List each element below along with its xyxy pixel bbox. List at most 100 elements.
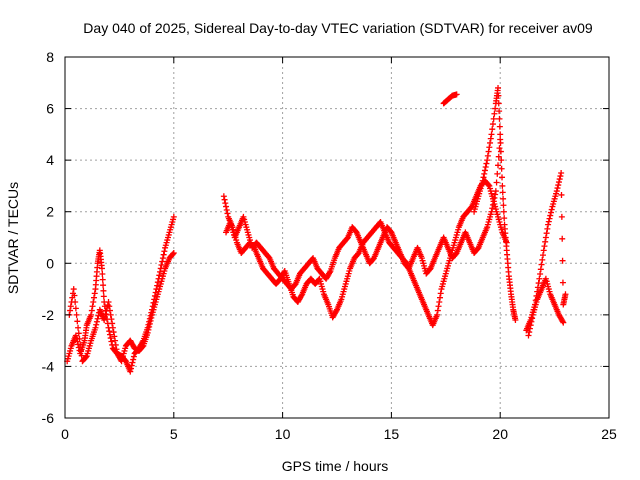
data-point-interp — [481, 167, 488, 174]
data-point-interp — [94, 315, 101, 322]
data-point-interp — [108, 338, 115, 345]
data-point-interp — [71, 292, 78, 299]
data-point-interp — [83, 353, 90, 360]
data-point-interp — [298, 292, 305, 299]
data-point-interp — [158, 262, 165, 269]
data-point — [562, 291, 569, 298]
data-point-interp — [436, 298, 443, 305]
x-tick-label: 0 — [61, 426, 69, 442]
data-point-interp — [108, 316, 115, 323]
data-point — [101, 317, 108, 324]
y-tick-label: -4 — [42, 358, 55, 374]
data-point-interp — [538, 261, 545, 268]
data-point-interp — [223, 203, 230, 210]
data-point-interp — [544, 225, 551, 232]
data-point-interp — [130, 356, 137, 363]
data-point-interp — [434, 307, 441, 314]
data-point-interp — [496, 123, 503, 130]
data-point-interp — [557, 173, 564, 180]
data-point-interp — [481, 170, 488, 177]
data-point-interp — [535, 280, 542, 287]
data-point-interp — [170, 250, 177, 257]
data-point-interp — [161, 248, 168, 255]
y-tick-label: 6 — [46, 101, 54, 117]
data-point — [453, 91, 460, 98]
data-point-interp — [558, 213, 565, 220]
data-point-interp — [496, 108, 503, 115]
data-point-interp — [555, 182, 562, 189]
data-point-interp — [102, 310, 109, 317]
data-point-interp — [156, 272, 163, 279]
data-point-interp — [555, 179, 562, 186]
data-point-interp — [147, 317, 154, 324]
series-track-g — [523, 170, 569, 334]
series-track-d — [223, 136, 504, 293]
data-point-interp — [100, 287, 107, 294]
data-point-interp — [224, 210, 231, 217]
data-point-interp — [498, 157, 505, 164]
data-point-interp — [485, 182, 492, 189]
data-point — [484, 157, 491, 164]
data-point — [75, 324, 82, 331]
data-point-interp — [333, 307, 340, 314]
data-point-interp — [159, 255, 166, 262]
data-point-interp — [486, 144, 493, 151]
data-point-interp — [326, 269, 333, 276]
data-point-interp — [491, 194, 498, 201]
data-point-interp — [483, 160, 490, 167]
data-point-interp — [73, 311, 80, 318]
data-point — [558, 170, 565, 177]
data-point-interp — [500, 208, 507, 215]
axis-ticks: 0 5 10 15 20 25 -6 -4 -2 0 2 4 6 8 — [42, 49, 617, 442]
data-point-interp — [93, 321, 100, 328]
data-point-interp — [112, 341, 119, 348]
data-point-interp — [91, 290, 98, 297]
data-point-interp — [489, 121, 496, 128]
data-point-interp — [496, 115, 503, 122]
y-tick-label: 4 — [46, 152, 54, 168]
x-tick-label: 25 — [601, 426, 617, 442]
series-track-h — [525, 275, 567, 339]
x-tick-label: 15 — [384, 426, 400, 442]
data-point-interp — [495, 162, 502, 169]
data-point-interp — [539, 256, 546, 263]
data-point-interp — [128, 365, 135, 372]
y-tick-label: 2 — [46, 204, 54, 220]
data-point-interp — [487, 135, 494, 142]
y-tick-label: 0 — [46, 255, 54, 271]
data-point-interp — [99, 276, 106, 283]
data-point-interp — [546, 215, 553, 222]
data-point — [488, 208, 495, 215]
data-point — [536, 275, 543, 282]
data-point-interp — [435, 303, 442, 310]
data-point-interp — [113, 346, 120, 353]
data-point-interp — [222, 200, 229, 207]
data-point-interp — [489, 201, 496, 208]
data-point-interp — [484, 152, 491, 159]
data-point-interp — [495, 153, 502, 160]
data-point-interp — [157, 268, 164, 275]
data-point-interp — [490, 198, 497, 205]
data-point-interp — [526, 329, 533, 336]
data-point-interp — [498, 165, 505, 172]
data-point — [560, 319, 567, 326]
data-point-interp — [112, 337, 119, 344]
data-point-interp — [75, 330, 82, 337]
data-point-interp — [492, 105, 499, 112]
data-point-interp — [542, 238, 549, 245]
data-point-interp — [77, 347, 84, 354]
data-point — [105, 298, 112, 305]
data-point-interp — [146, 320, 153, 327]
x-tick-label: 10 — [275, 426, 291, 442]
data-point-interp — [559, 235, 566, 242]
data-point-interp — [542, 234, 549, 241]
data-point-interp — [485, 148, 492, 155]
data-point-interp — [128, 362, 135, 369]
data-point — [109, 324, 116, 331]
y-tick-label: -2 — [42, 307, 55, 323]
data-point-interp — [537, 271, 544, 278]
data-point-interp — [67, 303, 74, 310]
plot-frame — [64, 56, 610, 419]
data-point — [170, 249, 177, 256]
